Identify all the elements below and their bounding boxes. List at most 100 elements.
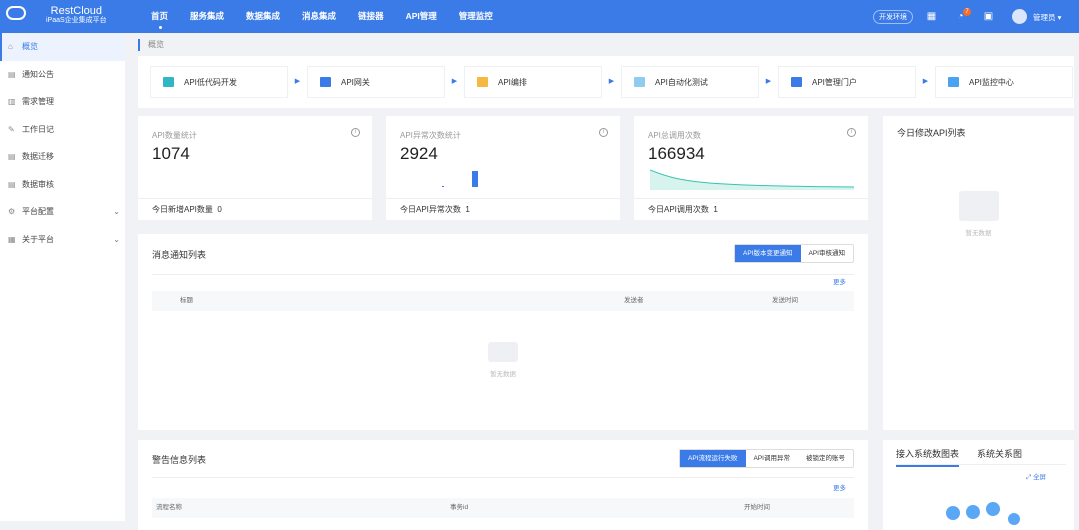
- chevron-down-icon: ⌄: [113, 207, 120, 216]
- stat-value: 1074: [152, 144, 190, 163]
- fullscreen-button[interactable]: ⤢ 全屏: [1026, 474, 1047, 481]
- empty-state: 暂无数据: [478, 342, 528, 378]
- audit-icon: ▤: [8, 179, 16, 189]
- stat-foot-label: 今日新增API数量: [152, 205, 213, 214]
- gateway-icon: [320, 77, 331, 87]
- stat-value: 2924: [400, 144, 438, 163]
- brand-name: RestCloud: [50, 5, 103, 17]
- column-header: 发送时间: [772, 297, 798, 304]
- stat-api-errors: API异常次数统计 i 2924 今日API异常次数 1: [386, 116, 620, 220]
- recent-api-card: 今日修改API列表 暂无数据: [883, 116, 1074, 430]
- sidebar-item-label: 需求管理: [22, 97, 54, 106]
- card-title: 警告信息列表: [152, 455, 207, 465]
- sidebar-item-config[interactable]: ⚙ 平台配置 ⌄: [0, 198, 125, 226]
- tab-locked-accounts[interactable]: 被锁定的账号: [806, 455, 845, 462]
- sidebar-item-label: 工作日记: [22, 124, 54, 134]
- stat-label: API数量统计: [152, 131, 197, 140]
- tab-system-chart[interactable]: 接入系统数图表: [896, 447, 960, 467]
- tab-call-error[interactable]: API调用异常: [753, 455, 790, 462]
- empty-box-icon: [488, 342, 518, 362]
- graph-node[interactable]: [1008, 513, 1020, 525]
- stat-label: API总调用次数: [648, 131, 701, 140]
- sidebar-item-diary[interactable]: ✎ 工作日记: [0, 116, 125, 144]
- sidebar-item-label: 数据审核: [22, 179, 54, 189]
- user-name: 管理员: [1033, 13, 1056, 22]
- more-link[interactable]: 更多: [833, 485, 846, 492]
- home-icon: ⌂: [8, 42, 13, 51]
- info-icon[interactable]: i: [599, 128, 608, 137]
- mini-bar: [442, 186, 444, 187]
- stat-foot-value: 1: [465, 205, 470, 214]
- apps-grid-icon[interactable]: ▦: [926, 11, 937, 22]
- info-icon[interactable]: i: [351, 128, 360, 137]
- stat-foot-value: 0: [217, 205, 222, 214]
- divider: [896, 464, 1066, 465]
- nav-message[interactable]: 消息集成: [302, 11, 337, 21]
- sidebar-item-requirement[interactable]: ▥ 需求管理: [0, 88, 125, 116]
- column-header: 发送者: [624, 297, 644, 304]
- bell-icon[interactable]: ◔: [957, 11, 964, 22]
- tab-version-change[interactable]: API版本变更通知: [735, 245, 801, 262]
- avatar[interactable]: [1012, 9, 1027, 24]
- screen-icon[interactable]: ▣: [983, 11, 994, 22]
- tab-audit[interactable]: API审核通知: [808, 250, 845, 257]
- sidebar-item-overview[interactable]: ⌂ 概览: [0, 33, 125, 61]
- sidebar-item-label: 通知公告: [22, 69, 54, 79]
- quick-link-label: API低代码开发: [184, 77, 237, 87]
- column-header: 开始时间: [744, 504, 770, 511]
- warning-tabs: API流程运行失败 API调用异常 被锁定的账号: [679, 449, 854, 468]
- divider: [152, 274, 854, 275]
- tab-system-relation[interactable]: 系统关系图: [977, 449, 1023, 459]
- quick-link-orchestration[interactable]: API编排: [464, 66, 602, 98]
- nav-monitor[interactable]: 管理监控: [458, 11, 493, 21]
- table-header: 标题 发送者 发送时间: [152, 291, 854, 311]
- sidebar-item-audit[interactable]: ▤ 数据审核: [0, 171, 125, 199]
- top-header: RestCloud iPaaS企业集成平台 首页 服务集成 数据集成 消息集成 链…: [0, 0, 1079, 33]
- quick-links-card: [138, 56, 1074, 108]
- arrow-right-icon: ▶: [608, 78, 615, 85]
- notify-badge: 7: [963, 8, 971, 16]
- sidebar-item-migrate[interactable]: ▤ 数据迁移: [0, 143, 125, 171]
- portal-icon: [791, 77, 802, 87]
- gear-icon: ⚙: [8, 207, 16, 216]
- sidebar-item-notice[interactable]: ▤ 通知公告: [0, 61, 125, 89]
- quick-link-monitor[interactable]: API监控中心: [935, 66, 1073, 98]
- quick-link-lowcode[interactable]: API低代码开发: [150, 66, 288, 98]
- cloud-logo-icon: [6, 6, 26, 20]
- nav-api[interactable]: API管理: [405, 11, 437, 21]
- more-link[interactable]: 更多: [833, 279, 846, 286]
- quick-link-label: API网关: [341, 77, 370, 87]
- pin-icon: ✎: [8, 124, 15, 134]
- grid-icon: ▦: [8, 234, 16, 244]
- graph-node[interactable]: [986, 502, 1000, 516]
- stat-footer: 今日新增API数量 0: [138, 198, 372, 220]
- nav-data[interactable]: 数据集成: [246, 11, 281, 21]
- brand: RestCloud iPaaS企业集成平台: [46, 6, 107, 26]
- tab-flow-failed[interactable]: API流程运行失败: [680, 450, 746, 467]
- quick-links: API低代码开发 ▶ API网关 ▶ API编排 ▶ API自动化测试 ▶ AP…: [150, 66, 1073, 98]
- sidebar-item-about[interactable]: ▦ 关于平台 ⌄: [0, 226, 125, 254]
- quick-link-label: API编排: [498, 77, 527, 87]
- card-title: 今日修改API列表: [897, 128, 966, 138]
- nav-service[interactable]: 服务集成: [190, 11, 225, 21]
- graph-node[interactable]: [946, 506, 960, 520]
- graph-node[interactable]: [966, 505, 980, 519]
- monitor-icon: [948, 77, 959, 87]
- env-button[interactable]: 开发环境: [873, 10, 913, 24]
- quick-link-label: API管理门户: [812, 77, 857, 87]
- code-icon: [163, 77, 174, 87]
- quick-link-gateway[interactable]: API网关: [307, 66, 445, 98]
- column-header: 事务id: [450, 504, 469, 511]
- stat-foot-label: 今日API异常次数: [400, 205, 461, 214]
- nav-home[interactable]: 首页: [140, 0, 179, 33]
- warning-card: 警告信息列表 API流程运行失败 API调用异常 被锁定的账号 更多 流程名称 …: [138, 440, 868, 530]
- stat-foot-label: 今日API调用次数: [648, 205, 709, 214]
- column-header: 标题: [180, 297, 193, 304]
- migrate-icon: ▤: [8, 152, 16, 161]
- nav-connector[interactable]: 链接器: [358, 11, 384, 21]
- user-menu[interactable]: 管理员 ▾: [1033, 13, 1062, 22]
- info-icon[interactable]: i: [847, 128, 856, 137]
- quick-link-testing[interactable]: API自动化测试: [621, 66, 759, 98]
- quick-link-portal[interactable]: API管理门户: [778, 66, 916, 98]
- notice-icon: ▤: [8, 69, 16, 79]
